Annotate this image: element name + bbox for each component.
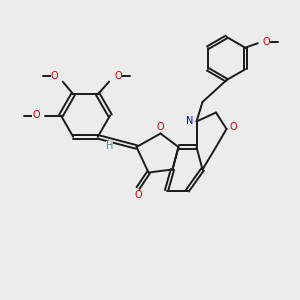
Text: O: O (114, 70, 122, 81)
Text: O: O (134, 190, 142, 200)
Text: O: O (229, 122, 237, 133)
Text: O: O (157, 122, 164, 132)
Text: O: O (51, 70, 58, 81)
Text: O: O (262, 37, 270, 47)
Text: O: O (32, 110, 40, 121)
Text: H: H (106, 141, 113, 152)
Text: N: N (186, 116, 194, 126)
